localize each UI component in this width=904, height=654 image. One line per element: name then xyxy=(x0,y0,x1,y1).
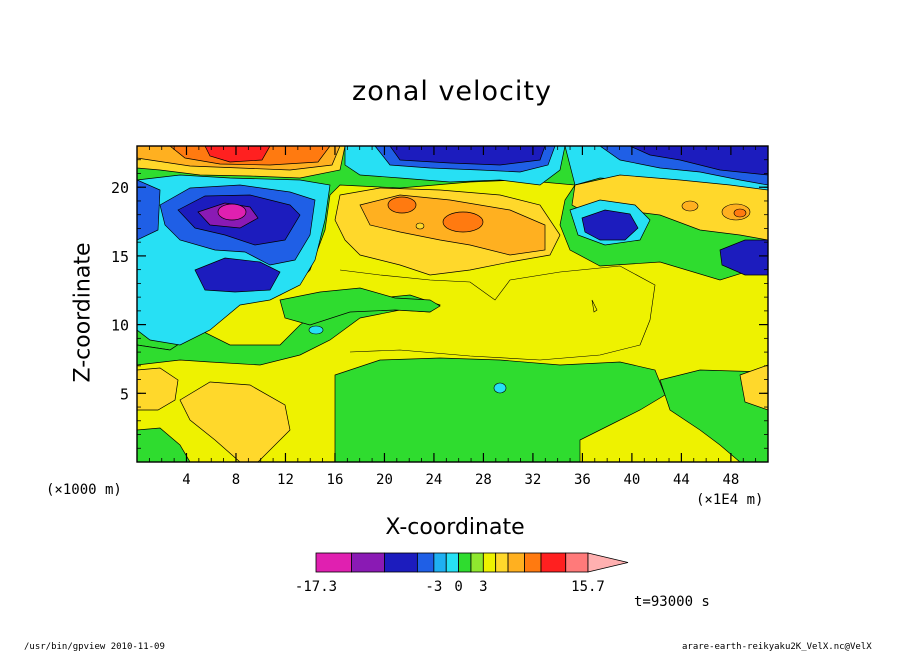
plot-frame xyxy=(136,145,769,463)
colorbar-segment xyxy=(351,552,385,573)
x-tick-label: 48 xyxy=(722,472,739,488)
x-scale-note: (×1E4 m) xyxy=(696,492,764,508)
colorbar-label: 3 xyxy=(479,579,487,595)
footer-right: arare-earth-reikyaku2K_VelX.nc@VelX xyxy=(682,642,872,652)
x-tick-label: 40 xyxy=(623,472,640,488)
contour-field xyxy=(137,146,768,462)
y-tick-label: 5 xyxy=(120,385,129,403)
colorbar-segment xyxy=(470,552,484,573)
x-tick-label: 4 xyxy=(182,472,190,488)
x-unit-note: (×1000 m) xyxy=(46,482,122,498)
colorbar-label: 15.7 xyxy=(571,579,605,595)
x-tick-label: 44 xyxy=(673,472,690,488)
colorbar-segment xyxy=(495,552,509,573)
colorbar-segment xyxy=(458,552,472,573)
y-axis-label: Z-coordinate xyxy=(70,242,96,383)
colorbar-label: -3 xyxy=(425,579,442,595)
y-tick-label: 15 xyxy=(111,248,129,266)
y-axis-ticks: 5 10 15 20 xyxy=(111,159,768,449)
colorbar: -17.3 -3 0 3 15.7 xyxy=(295,552,629,595)
x-tick-label: 36 xyxy=(574,472,591,488)
colorbar-segment xyxy=(540,552,567,573)
x-tick-label: 32 xyxy=(524,472,541,488)
x-tick-label: 8 xyxy=(232,472,240,488)
x-tick-label: 12 xyxy=(277,472,294,488)
x-tick-label: 16 xyxy=(327,472,344,488)
x-axis-label: X-coordinate xyxy=(385,515,525,540)
colorbar-segment xyxy=(416,552,435,573)
x-axis-ticks: 4 8 12 16 20 24 28 32 36 40 44 48 xyxy=(148,146,757,488)
x-tick-label: 28 xyxy=(475,472,492,488)
time-label: t=93000 s xyxy=(634,594,710,610)
colorbar-arrow xyxy=(587,552,629,573)
footer-left: /usr/bin/gpview 2010-11-09 xyxy=(24,642,165,652)
colorbar-segment xyxy=(433,552,447,573)
colorbar-segment xyxy=(507,552,525,573)
colorbar-segment xyxy=(524,552,542,573)
colorbar-segment xyxy=(482,552,497,573)
colorbar-segment xyxy=(445,552,459,573)
y-tick-label: 10 xyxy=(111,317,129,335)
colorbar-label: -17.3 xyxy=(295,579,337,595)
x-tick-label: 24 xyxy=(426,472,443,488)
chart-title: zonal velocity xyxy=(352,76,552,107)
colorbar-segment xyxy=(565,552,589,573)
y-tick-label: 20 xyxy=(111,179,129,197)
colorbar-segment xyxy=(315,552,352,573)
colorbar-label: 0 xyxy=(454,579,462,595)
x-tick-label: 20 xyxy=(376,472,393,488)
colorbar-segment xyxy=(384,552,418,573)
